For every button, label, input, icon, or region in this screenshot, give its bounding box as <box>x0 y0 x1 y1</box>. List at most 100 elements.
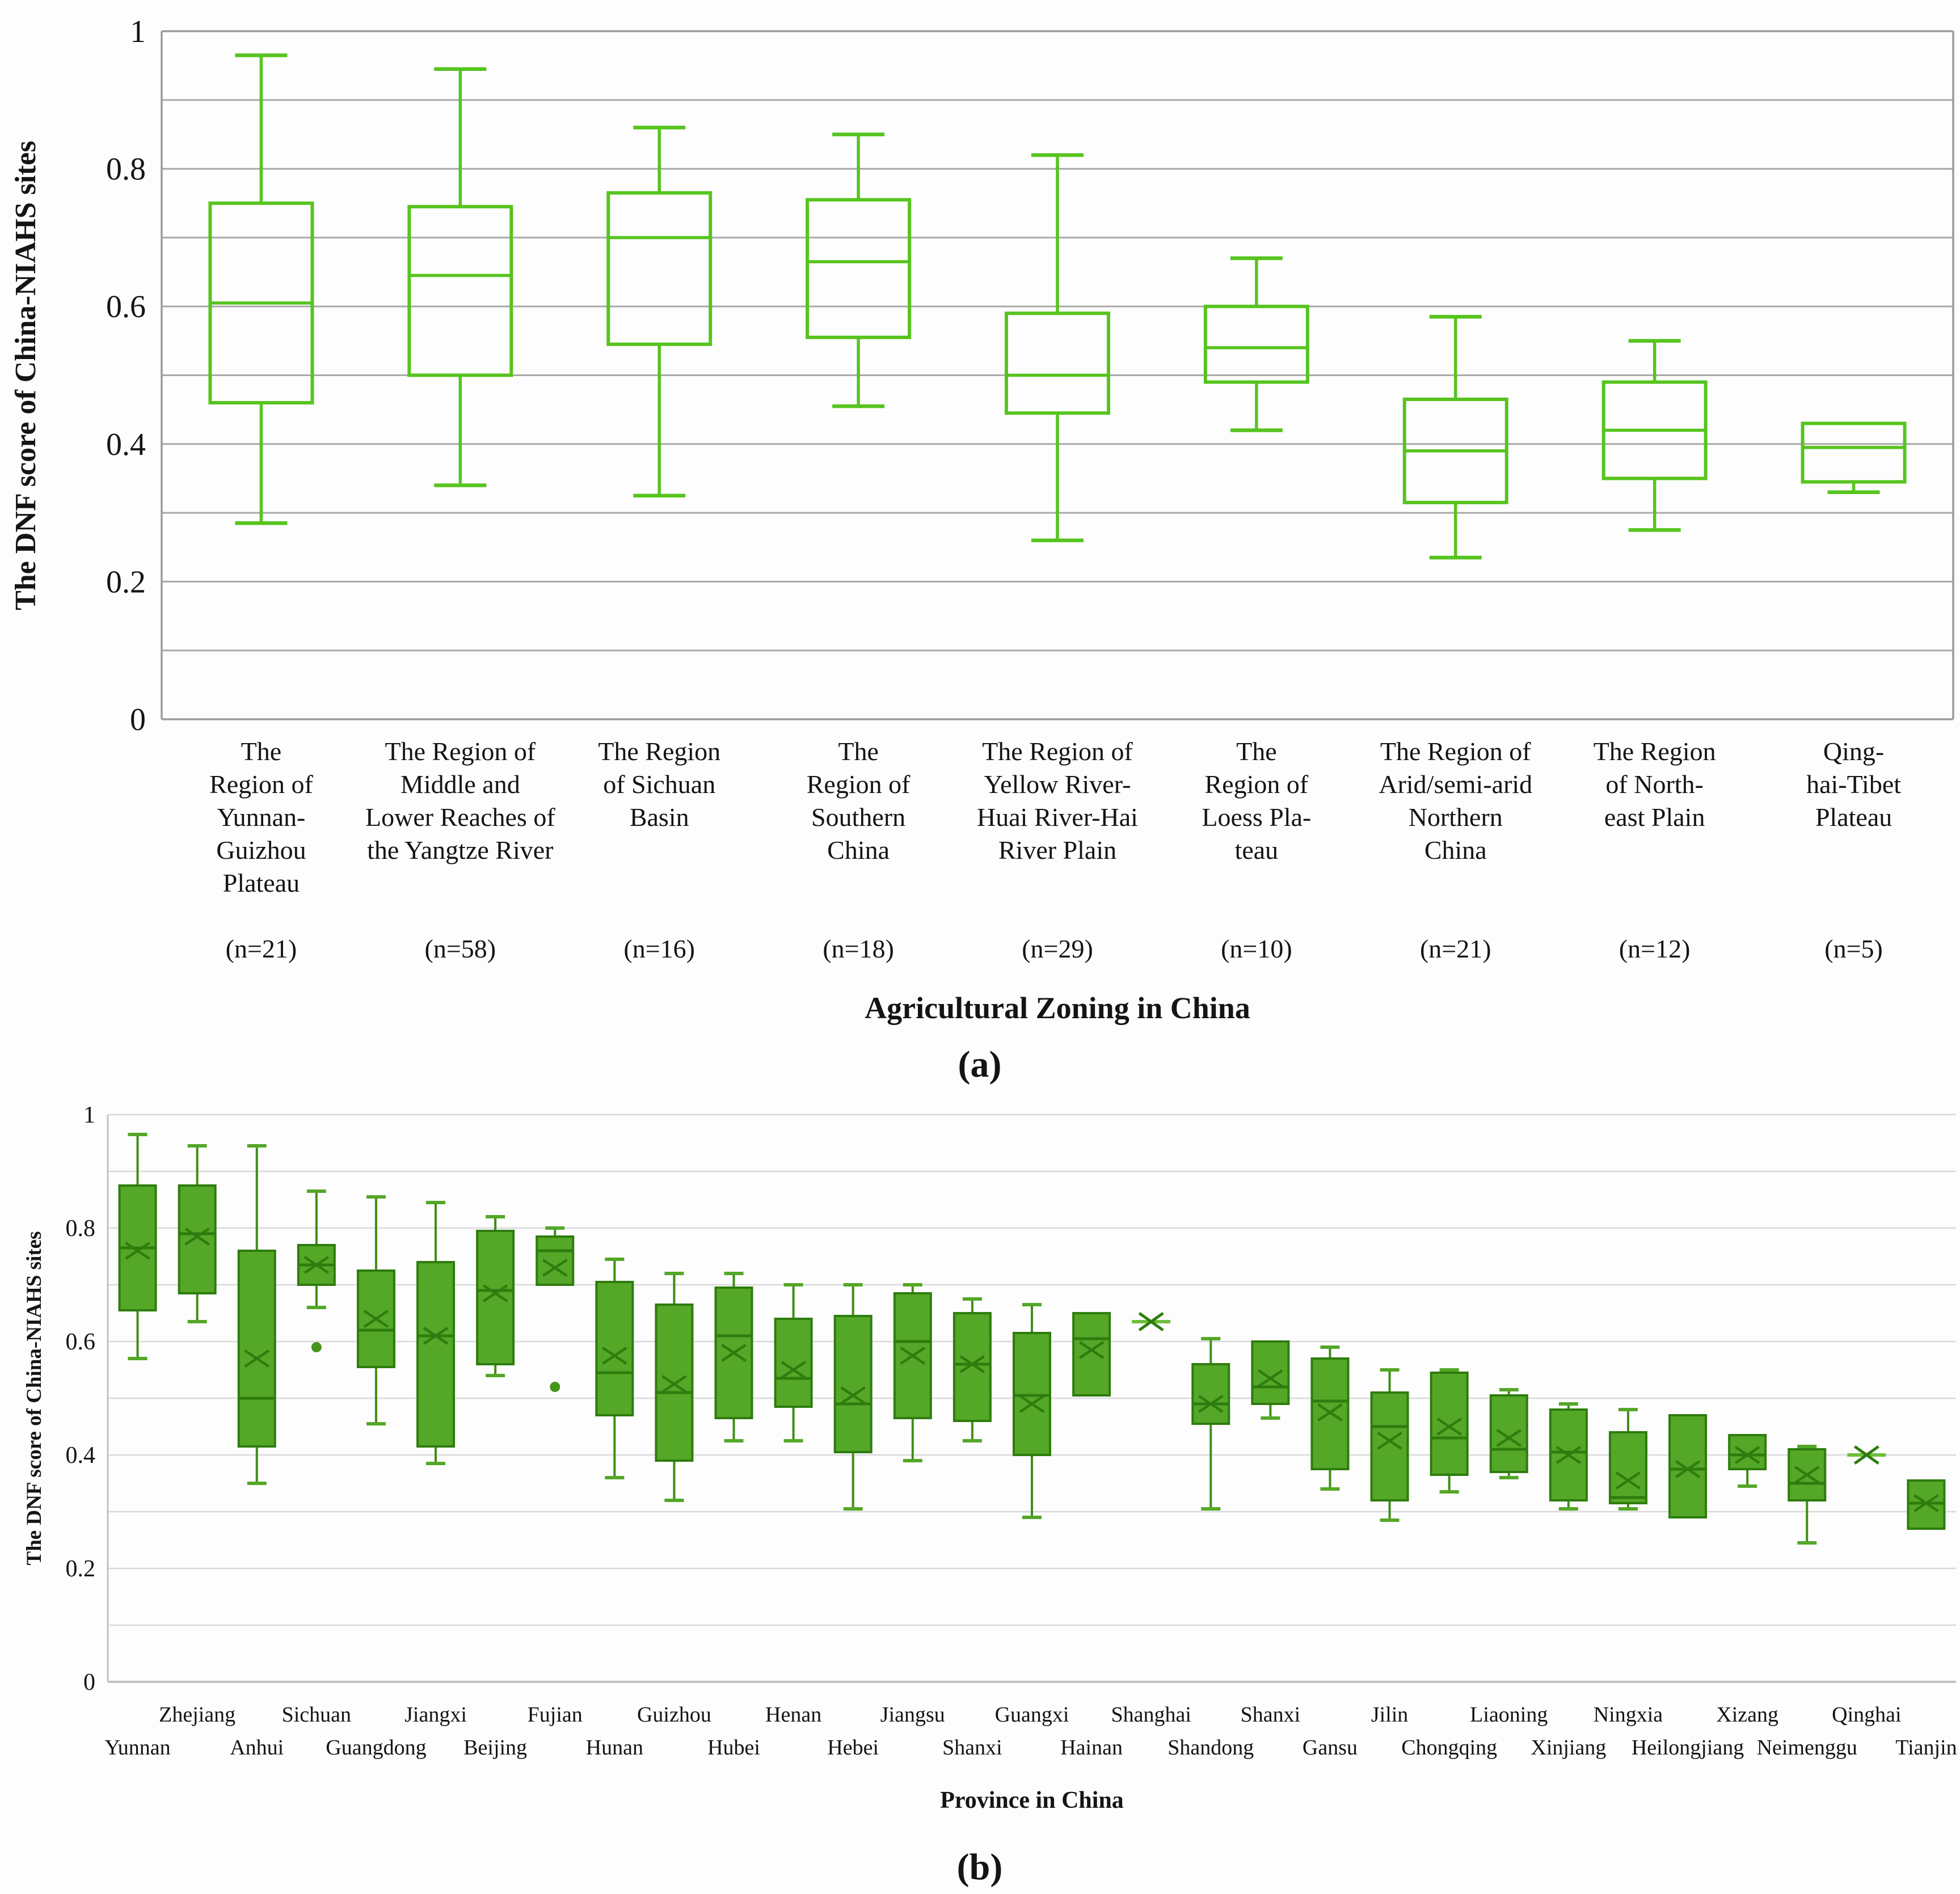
box <box>606 191 713 346</box>
box <box>536 1235 575 1286</box>
box <box>1203 305 1309 384</box>
x-category-label: The Region of <box>1380 737 1531 766</box>
x-category-label: China <box>827 836 890 864</box>
box <box>1728 1434 1767 1470</box>
x-category-label: Shanxi <box>942 1736 1002 1760</box>
caption-a: (a) <box>958 1044 1002 1085</box>
mean-marker <box>661 1375 687 1393</box>
mean-marker <box>1734 1446 1760 1464</box>
x-category-label: Guizhou <box>637 1703 711 1727</box>
x-category-label: Yunnan- <box>217 803 306 832</box>
x-axis-title-b: Province in China <box>940 1787 1124 1813</box>
x-category-label: Liaoning <box>1470 1703 1548 1727</box>
box <box>774 1318 813 1408</box>
y-axis-title-a: The DNF score of China-NIAHS sites <box>10 141 42 610</box>
x-category-label: Jilin <box>1371 1703 1408 1727</box>
x-category-label: Qing- <box>1823 737 1884 766</box>
x-category-label: Plateau <box>1815 803 1892 832</box>
x-category-label: of Sichuan <box>603 770 715 799</box>
box <box>237 1250 276 1448</box>
x-category-label: Guangxi <box>995 1703 1069 1727</box>
box <box>1072 1312 1111 1397</box>
plot-area-a: 1 0.8 0.6 0.4 0.2 0 The Region of Yunnan- Guizhou… <box>106 14 1954 963</box>
x-category-n: (n=58) <box>425 934 496 963</box>
box <box>833 1315 872 1453</box>
x-category-label: Sichuan <box>282 1703 351 1727</box>
x-category-label: Shanxi <box>1241 1703 1301 1727</box>
x-category-label: Guangdong <box>326 1736 426 1760</box>
box <box>1489 1394 1528 1473</box>
x-axis-title-a: Agricultural Zoning in China <box>865 991 1250 1025</box>
x-category-label: Loess Pla- <box>1202 803 1311 832</box>
x-category-n: (n=21) <box>226 934 297 963</box>
boxplot-agricultural-zones: 1 0.8 0.6 0.4 0.2 0 The Region of Yunnan- Guizhou… <box>10 14 1954 1085</box>
y-tick-label: 0.6 <box>106 289 146 324</box>
y-tick-label: 0.2 <box>106 564 146 600</box>
x-category-n: (n=16) <box>623 934 695 963</box>
y-tick-label: 0 <box>83 1669 95 1695</box>
box <box>476 1230 515 1365</box>
x-category-label: Ningxia <box>1594 1703 1663 1727</box>
box <box>1370 1391 1409 1501</box>
y-tick-label: 0 <box>130 702 146 737</box>
box <box>1801 421 1907 484</box>
box <box>595 1281 634 1416</box>
x-category-label: Tianjin <box>1895 1736 1957 1760</box>
y-tick-label: 0.2 <box>66 1556 96 1582</box>
mean-marker <box>482 1284 508 1302</box>
x-category-label: Plateau <box>223 868 300 897</box>
y-tick-label: 0.8 <box>106 152 146 187</box>
x-category-label: Region of <box>209 770 313 799</box>
mean-marker <box>542 1259 568 1277</box>
mean-marker <box>125 1242 150 1260</box>
x-category-label: Yellow River- <box>984 770 1131 799</box>
x-category-label: the Yangtze River <box>367 836 553 864</box>
boxplot-provinces: 1 0.8 0.6 0.4 0.2 0 Yunnan Zhejiang Anhui Sichuan… <box>23 1102 1957 1888</box>
mean-marker <box>1198 1395 1224 1413</box>
x-category-label: east Plain <box>1604 803 1705 832</box>
x-category-label: Shanghai <box>1111 1703 1191 1727</box>
mean-marker <box>1436 1418 1462 1436</box>
mean-marker <box>363 1310 389 1328</box>
x-category-label: Arid/semi-arid <box>1379 770 1532 799</box>
y-tick-label: 0.4 <box>66 1442 96 1469</box>
x-category-label: Southern <box>811 803 905 832</box>
star-marker <box>1138 1311 1164 1332</box>
x-category-label: The Region of <box>385 737 536 766</box>
mean-marker <box>184 1227 210 1246</box>
x-category-n: (n=18) <box>823 934 894 963</box>
x-category-label: Huai River-Hai <box>977 803 1138 832</box>
mean-marker <box>959 1355 985 1373</box>
x-category-label: Gansu <box>1303 1736 1358 1760</box>
box <box>1191 1363 1230 1425</box>
x-category-label: Hubei <box>707 1736 760 1760</box>
outlier-dot <box>550 1382 560 1392</box>
box <box>416 1261 456 1448</box>
x-category-label: Region of <box>807 770 911 799</box>
y-axis-title-b: The DNF score of China-NIAHS sites <box>23 1231 46 1566</box>
x-category-label: Hainan <box>1060 1736 1123 1760</box>
mean-marker <box>1377 1432 1402 1450</box>
box <box>1251 1340 1290 1405</box>
mean-marker <box>602 1347 627 1365</box>
x-category-label: Xinjiang <box>1531 1736 1606 1760</box>
x-category-label: The <box>838 737 879 766</box>
x-category-label: Hunan <box>586 1736 643 1760</box>
x-category-label: Heilongjiang <box>1632 1736 1744 1760</box>
x-category-n: (n=29) <box>1022 934 1093 963</box>
x-category-label: Middle and <box>401 770 520 799</box>
x-category-label: China <box>1424 836 1487 864</box>
x-category-label: Fujian <box>528 1703 583 1727</box>
x-category-label: of North- <box>1605 770 1703 799</box>
x-category-label: The Region <box>1594 737 1716 766</box>
mean-marker <box>900 1347 926 1365</box>
x-category-label: Hebei <box>827 1736 879 1760</box>
mean-marker <box>304 1256 330 1274</box>
x-category-label: Lower Reaches of <box>365 803 555 832</box>
mean-marker <box>1496 1429 1522 1447</box>
mean-marker <box>423 1327 449 1345</box>
x-category-label: Zhejiang <box>159 1703 235 1727</box>
x-category-label: Chongqing <box>1401 1736 1497 1760</box>
x-category-label: Jiangxi <box>404 1703 467 1727</box>
